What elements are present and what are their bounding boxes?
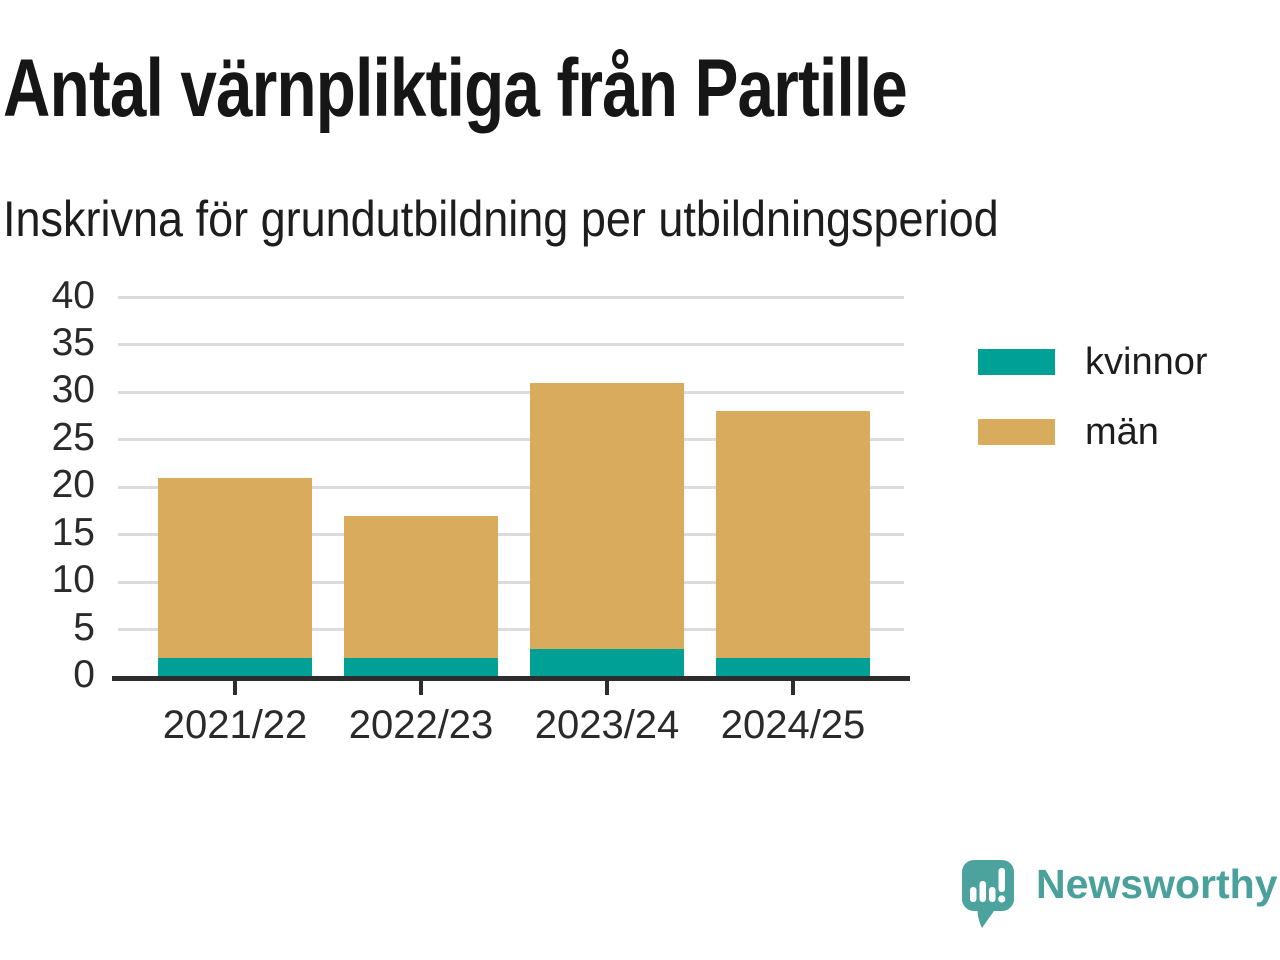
x-tick-label-2022/23: 2022/23 (348, 703, 494, 747)
y-tick-label-20: 20 (51, 463, 95, 507)
y-tick-label-25: 25 (51, 416, 95, 460)
legend-row-män: män (978, 413, 1208, 451)
chart-title: Antal värnpliktiga från Partille (3, 43, 908, 134)
bar-2023/24-män (530, 382, 684, 649)
legend-label-kvinnor: kvinnor (1085, 341, 1208, 383)
y-tick-label-10: 10 (51, 558, 95, 602)
y-tick-label-5: 5 (73, 605, 95, 649)
legend-row-kvinnor: kvinnor (978, 343, 1208, 381)
chart-subtitle: Inskrivna för grundutbildning per utbild… (3, 191, 999, 247)
y-tick-label-40: 40 (51, 273, 95, 317)
x-tick-2022/23 (419, 681, 423, 695)
x-tick-2021/22 (233, 681, 237, 695)
bar-2022/23-män (344, 515, 498, 659)
y-tick-label-35: 35 (51, 321, 95, 365)
gridline-30 (118, 390, 904, 394)
x-tick-2023/24 (605, 681, 609, 695)
x-axis-line (112, 676, 910, 681)
gridline-40 (118, 296, 904, 299)
bar-2021/22-män (158, 477, 312, 658)
x-tick-label-2024/25: 2024/25 (720, 703, 866, 747)
legend-label-män: män (1085, 411, 1159, 453)
x-tick-label-2021/22: 2021/22 (162, 703, 308, 747)
bar-2024/25-män (716, 411, 870, 659)
legend: kvinnor män (978, 343, 1208, 451)
newsworthy-logo-icon (962, 860, 1014, 928)
gridline-20 (118, 485, 904, 489)
legend-swatch-kvinnor (978, 349, 1055, 375)
gridline-10 (118, 580, 904, 584)
x-tick-label-2023/24: 2023/24 (534, 703, 680, 747)
bar-2021/22-kvinnor (158, 658, 312, 677)
x-tick-2024/25 (791, 681, 795, 695)
y-tick-label-30: 30 (51, 368, 95, 412)
gridline-35 (118, 343, 904, 347)
gridline-25 (118, 438, 904, 442)
y-tick-label-15: 15 (51, 510, 95, 554)
gridline-5 (118, 628, 904, 632)
bar-2023/24-kvinnor (530, 648, 684, 677)
legend-swatch-män (978, 419, 1055, 445)
bar-2022/23-kvinnor (344, 658, 498, 677)
y-tick-label-0: 0 (73, 653, 95, 697)
brand-footer: Newsworthy (962, 858, 1278, 928)
gridline-15 (118, 533, 904, 537)
bar-2024/25-kvinnor (716, 658, 870, 677)
brand-logo-text: Newsworthy (1036, 861, 1278, 907)
